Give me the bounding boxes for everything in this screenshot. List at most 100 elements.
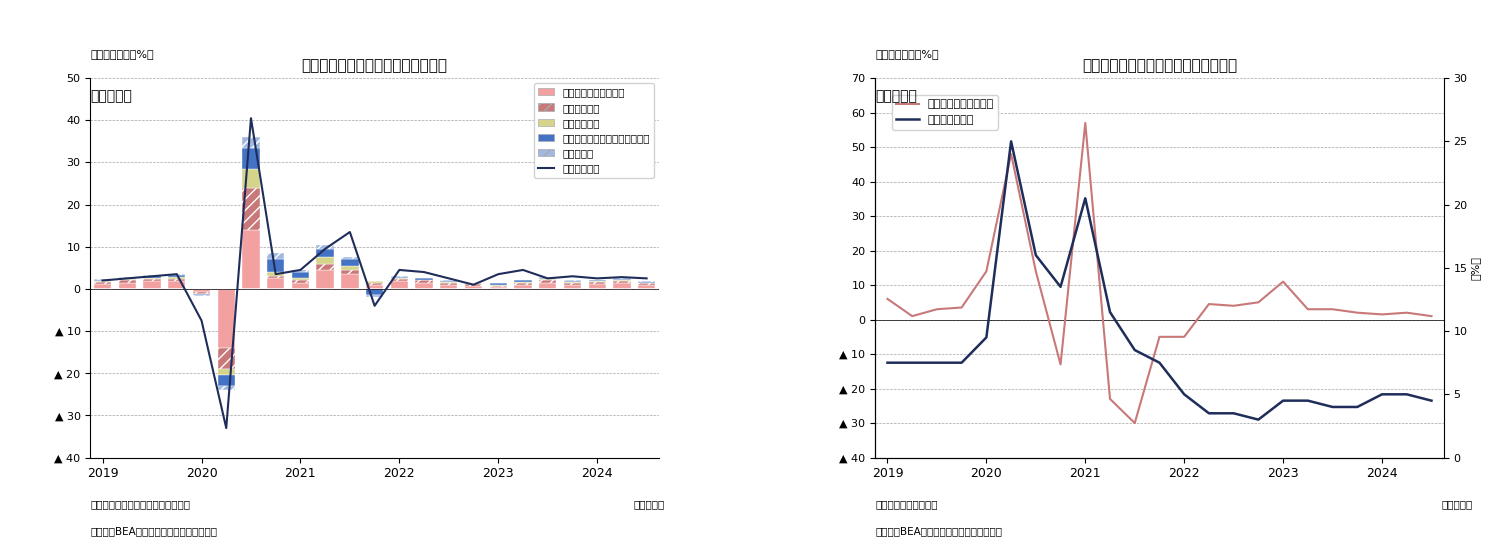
Text: （四半期）: （四半期） [633,499,665,509]
Bar [341,270,358,274]
Bar [168,274,185,275]
Bar [415,281,433,282]
Text: （資料）BEAよりニッセイ基礎研究所作成: （資料）BEAよりニッセイ基礎研究所作成 [875,526,1002,536]
Bar [564,285,581,289]
Bar [93,279,111,280]
Bar [316,263,334,270]
Bar [614,279,630,280]
Text: （前期比年率、%）: （前期比年率、%） [875,49,938,59]
Bar [143,279,161,281]
Bar [341,274,358,289]
Bar [218,289,235,348]
Bar [292,278,310,281]
Bar [218,369,235,376]
Text: （前期比年率、%）: （前期比年率、%） [90,49,153,59]
Bar [242,187,260,230]
Bar [218,376,235,386]
Bar [465,284,483,286]
Bar [341,259,358,266]
Bar [218,386,235,390]
Bar [268,259,284,272]
Bar [514,282,531,285]
Y-axis label: （%）: （%） [1471,256,1480,280]
Bar [268,272,284,276]
Bar [465,286,483,289]
Text: （四半期）: （四半期） [1441,499,1472,509]
Bar [268,278,284,289]
Bar [242,230,260,289]
Bar [391,281,408,289]
Bar [316,270,334,289]
Bar [268,253,284,259]
Bar [193,292,211,294]
Bar [93,280,111,281]
Text: （図表４）: （図表４） [875,89,917,103]
Bar [193,289,211,292]
Bar [441,281,457,282]
Text: （注）季節調整済系列: （注）季節調整済系列 [875,499,937,509]
Bar [514,285,531,289]
Bar [588,282,606,284]
Text: （図表３）: （図表３） [90,89,132,103]
Bar [365,282,384,285]
Bar [538,277,556,279]
Bar [292,282,310,289]
Bar [490,286,507,287]
Bar [316,257,334,263]
Bar [292,281,310,282]
Bar [119,279,135,281]
Bar [168,277,185,279]
Bar [441,282,457,285]
Bar [391,277,408,278]
Bar [490,283,507,285]
Bar [538,279,556,281]
Bar [242,137,260,148]
Bar [143,277,161,279]
Title: 米国の実質個人消費支出（寄与度）: 米国の実質個人消費支出（寄与度） [302,58,448,73]
Bar [218,348,235,369]
Bar [292,270,310,272]
Title: 米国の実質可処分所得伸び率と貯蓄率: 米国の実質可処分所得伸び率と貯蓄率 [1081,58,1236,73]
Bar [614,280,630,281]
Bar [341,257,358,259]
Bar [93,281,111,282]
Bar [119,282,135,289]
Bar [119,277,135,279]
Bar [564,283,581,285]
Bar [143,276,161,277]
Bar [93,282,111,284]
Bar [638,282,656,283]
Bar [242,148,260,169]
Bar [415,280,433,281]
Bar [490,287,507,289]
Bar [588,284,606,289]
Bar [242,169,260,187]
Bar [514,281,531,282]
Bar [168,279,185,281]
Bar [588,280,606,281]
Bar [193,294,211,295]
Bar [316,249,334,257]
Bar [588,281,606,282]
Legend: サービス（医療除く）, 医療サービス, 非耗久消費財, 耗久消費財（自動車関連除く）, 自動車関連, 実質個人消費: サービス（医療除く）, 医療サービス, 非耗久消費財, 耗久消費財（自動車関連除… [534,83,654,177]
Bar [441,285,457,289]
Bar [168,281,185,289]
Bar [168,275,185,277]
Bar [538,282,556,289]
Bar [638,285,656,289]
Bar [365,295,384,297]
Text: （注）季節調整済系列の前期比年率: （注）季節調整済系列の前期比年率 [90,499,190,509]
Legend: 実質可処分所得伸び率, 貯蓄率（右軸）: 実質可処分所得伸び率, 貯蓄率（右軸） [892,95,999,129]
Bar [292,272,310,278]
Bar [564,282,581,283]
Bar [638,283,656,285]
Bar [143,281,161,289]
Bar [143,275,161,276]
Bar [316,244,334,249]
Bar [365,285,384,289]
Bar [614,282,630,289]
Bar [538,281,556,282]
Bar [365,281,384,282]
Bar [93,284,111,289]
Bar [341,266,358,270]
